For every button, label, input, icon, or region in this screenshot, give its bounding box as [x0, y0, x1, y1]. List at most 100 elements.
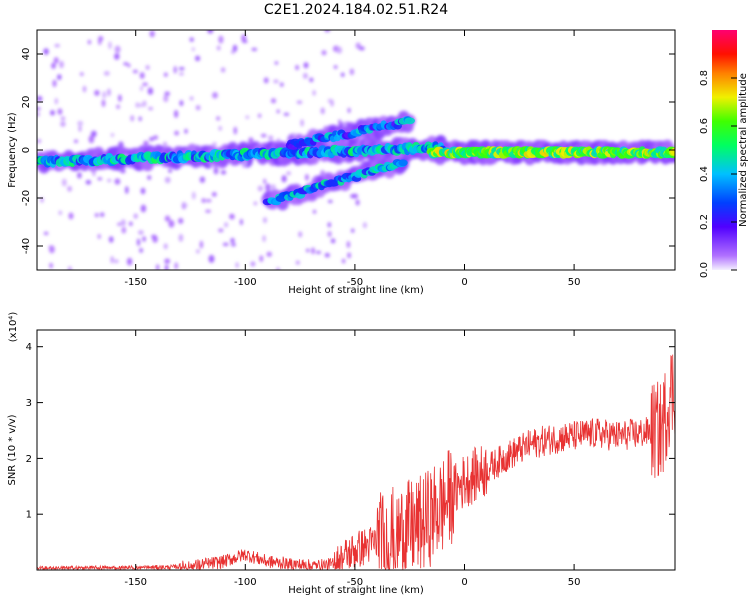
spectrogram-xlabel: Height of straight line (km)	[288, 285, 424, 296]
heatmap-cell	[265, 183, 271, 192]
heatmap-cell	[323, 125, 329, 133]
heatmap-cell	[205, 209, 212, 213]
heatmap-cell	[398, 159, 408, 167]
heatmap-cell	[163, 243, 168, 250]
heatmap-cell	[164, 215, 171, 222]
heatmap-cell	[257, 185, 264, 192]
heatmap-cell	[276, 109, 280, 114]
heatmap-cell	[164, 258, 171, 264]
heatmap-cell	[263, 77, 269, 84]
heatmap-cell	[262, 235, 266, 243]
heatmap-cell	[79, 72, 84, 76]
heatmap-cell	[355, 199, 360, 206]
heatmap-cell	[135, 102, 140, 108]
heatmap-cell	[212, 93, 217, 98]
heatmap-cell	[173, 66, 177, 74]
heatmap-cell	[196, 249, 200, 254]
heatmap-cell	[59, 60, 64, 69]
heatmap-cell	[216, 116, 221, 121]
heatmap-cell	[270, 184, 276, 191]
heatmap-cell	[173, 109, 179, 118]
y-tick-label: 2	[26, 454, 32, 465]
heatmap-cell	[320, 107, 325, 115]
heatmap-cell	[54, 44, 60, 48]
heatmap-cell	[153, 135, 159, 140]
heatmap-cell	[37, 111, 40, 117]
heatmap-cell	[97, 177, 103, 181]
heatmap-cell	[251, 47, 258, 52]
heatmap-cell	[218, 126, 222, 131]
heatmap-cell	[147, 175, 152, 180]
heatmap-cell	[223, 222, 229, 228]
heatmap-cell	[67, 185, 72, 192]
heatmap-cell	[162, 141, 168, 146]
heatmap-cell	[259, 255, 264, 262]
heatmap-cell	[212, 142, 217, 148]
snr-panel: -150 -100 -50 0 50 1 2 3 4 Height of straight li…	[7, 312, 676, 596]
heatmap-cell	[51, 62, 56, 69]
heatmap-cell	[82, 85, 87, 93]
x-tick-label: -50	[347, 577, 363, 588]
heatmap-cell	[333, 65, 338, 69]
heatmap-cell	[312, 90, 316, 96]
heatmap-cell	[281, 175, 287, 183]
heatmap-cell	[220, 67, 226, 73]
heatmap-cell	[94, 89, 100, 96]
heatmap-cell	[201, 198, 206, 203]
heatmap-cell	[60, 116, 66, 121]
heatmap-cell	[253, 201, 258, 206]
heatmap-cell	[273, 79, 279, 84]
heatmap-cell	[216, 45, 221, 51]
colorbar: 0.0 0.2 0.4 0.6 0.8 Normalized spectral ampl…	[699, 30, 749, 278]
heatmap-cell	[260, 133, 267, 138]
snr-ylabel: SNR (10 * v/v)	[7, 414, 18, 485]
heatmap-cell	[337, 124, 343, 131]
heatmap-cell	[139, 72, 145, 79]
heatmap-cell	[40, 197, 44, 203]
heatmap-cell	[404, 117, 415, 125]
heatmap-cell	[123, 62, 129, 66]
heatmap-cell	[189, 96, 194, 101]
heatmap-cell	[114, 45, 121, 54]
heatmap-cell	[142, 82, 149, 87]
y-tick-label: 40	[21, 48, 32, 61]
spectrogram-ylabel: Frequency (Hz)	[7, 112, 18, 188]
x-tick-label: 50	[568, 277, 581, 288]
heatmap-cell	[248, 137, 254, 145]
heatmap-cell	[127, 63, 131, 68]
heatmap-cell	[304, 174, 309, 181]
heatmap-cell	[276, 138, 281, 143]
heatmap-cell	[101, 99, 106, 108]
colorbar-ticks: 0.0 0.2 0.4 0.6 0.8	[699, 70, 737, 278]
spectrogram-panel: -150 -100 -50 0 50 -40 -20 0 20 40 Height of stra…	[7, 29, 676, 296]
heatmap-cell	[139, 85, 144, 92]
heatmap-cell	[283, 112, 290, 116]
heatmap-cell	[57, 108, 63, 115]
heatmap-cell	[362, 222, 367, 229]
heatmap-cell	[57, 74, 62, 80]
heatmap-cell	[107, 88, 111, 97]
heatmap-cell	[120, 169, 126, 174]
heatmap-cell	[321, 50, 327, 56]
heatmap-cell	[60, 121, 66, 127]
heatmap-cell	[245, 115, 250, 119]
colorbar-gradient	[712, 30, 737, 270]
heatmap-cell	[195, 55, 201, 62]
heatmap-cell	[102, 91, 107, 99]
heatmap-cell	[207, 30, 214, 34]
heatmap-cell	[327, 222, 332, 228]
heatmap-cell	[178, 234, 184, 242]
heatmap-cell	[37, 107, 41, 111]
heatmap-cell	[37, 138, 42, 144]
heatmap-cell	[90, 130, 97, 138]
heatmap-cell	[143, 140, 149, 146]
heatmap-cell	[43, 48, 49, 55]
heatmap-cell	[230, 214, 235, 220]
x-tick-label: 0	[461, 577, 467, 588]
heatmap-cell	[163, 72, 168, 77]
spectrogram-heatmap	[37, 30, 675, 270]
x-tick-label: -150	[124, 577, 147, 588]
heatmap-cell	[347, 107, 351, 113]
heatmap-cell	[235, 262, 239, 269]
heatmap-cell	[52, 79, 57, 88]
